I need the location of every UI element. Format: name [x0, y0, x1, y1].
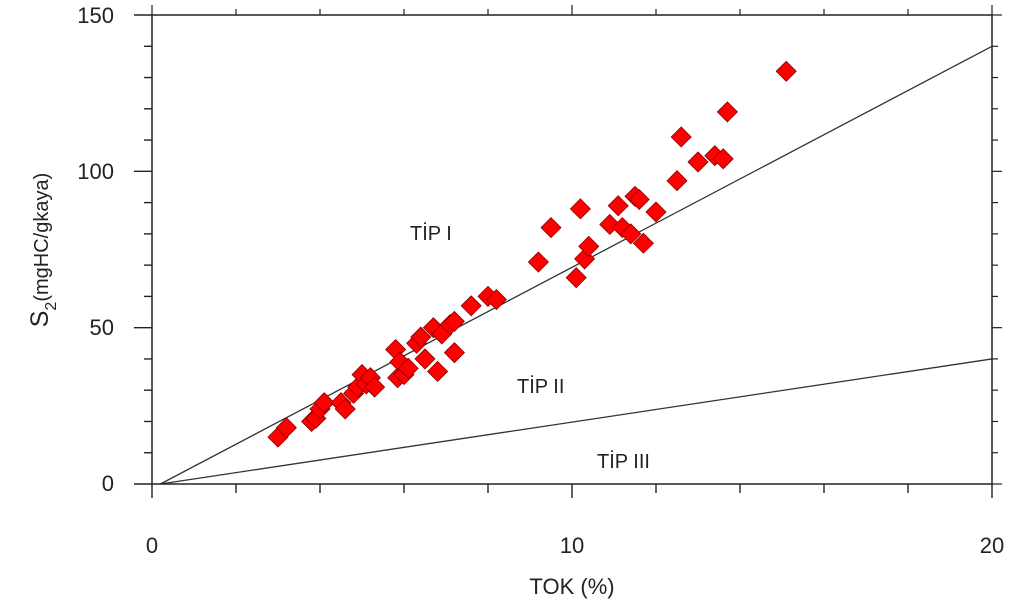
data-point: [607, 195, 629, 217]
reference-lines: [160, 45, 993, 485]
data-point: [540, 217, 562, 239]
region-label-type-3: TİP III: [597, 450, 650, 473]
x-tick-label: 0: [146, 533, 158, 558]
data-point: [632, 232, 654, 254]
y-tick-labels: 0 50 100 150: [77, 3, 114, 496]
data-point: [712, 148, 734, 170]
region-label-type-1: TİP I: [410, 222, 452, 245]
data-point: [716, 101, 738, 123]
y-axis-symbol: S: [26, 311, 54, 328]
data-point: [397, 357, 419, 379]
data-point: [427, 360, 449, 383]
data-point: [565, 267, 587, 289]
y-axis-title: S2(mgHC/gkaya): [26, 173, 60, 328]
data-point: [666, 170, 688, 192]
data-point: [578, 235, 600, 257]
data-point: [443, 310, 465, 332]
data-point: [485, 288, 507, 311]
data-point: [687, 151, 709, 173]
data-point: [275, 417, 297, 439]
data-point: [569, 198, 591, 220]
y-tick-label: 100: [77, 159, 114, 184]
data-point: [410, 326, 432, 348]
data-point: [334, 398, 356, 420]
data-point: [414, 348, 436, 370]
reference-line-1: [160, 45, 993, 485]
data-point: [628, 188, 650, 211]
x-axis-title: TOK (%): [529, 574, 614, 599]
axis-ticks: [134, 5, 1002, 498]
data-point: [527, 251, 549, 273]
reference-line-2: [160, 358, 993, 485]
data-point: [670, 126, 692, 148]
y-tick-label: 50: [90, 315, 114, 340]
y-tick-label: 0: [102, 471, 114, 496]
data-point: [313, 392, 335, 414]
data-point: [775, 60, 797, 82]
y-axis-unit: (mgHC/gkaya): [31, 173, 53, 302]
data-point: [443, 342, 465, 364]
data-point: [620, 223, 642, 245]
x-tick-label: 20: [980, 533, 1004, 558]
data-points: [267, 60, 797, 448]
data-point: [364, 376, 386, 398]
data-point: [460, 295, 482, 317]
y-axis-subscript: 2: [43, 302, 60, 311]
data-point: [645, 201, 667, 223]
x-tick-labels: 0 10 20: [146, 533, 1004, 558]
y-tick-label: 150: [77, 3, 114, 28]
x-tick-label: 10: [560, 533, 584, 558]
region-label-type-2: TİP II: [517, 375, 564, 398]
plot-frame: [151, 14, 993, 485]
